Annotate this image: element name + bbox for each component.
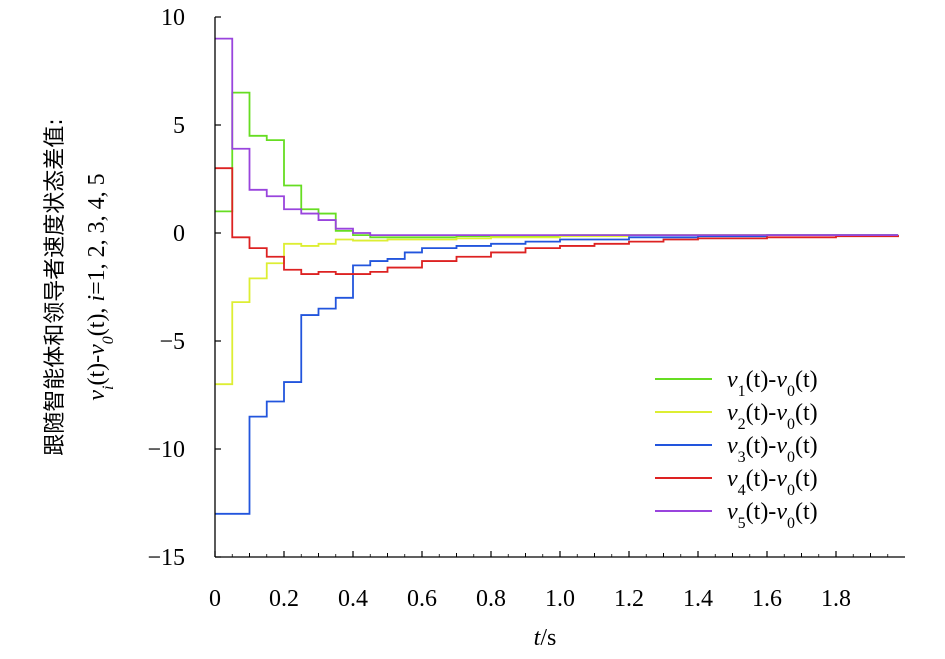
- legend-label-3-part-4: 0: [787, 449, 795, 466]
- legend-label-4-part-2: (t)-: [746, 466, 777, 492]
- x-tick-label: 0: [209, 586, 221, 612]
- legend-label-2-part-5: (t): [795, 400, 818, 426]
- legend: v1(t)-v0(t)v2(t)-v0(t)v3(t)-v0(t)v4(t)-v…: [655, 367, 818, 532]
- legend-label-3: v3(t)-v0(t): [727, 433, 818, 466]
- legend-label-3-part-3: v: [776, 433, 787, 459]
- y-axis-title-line1: 跟随智能体和领导者速度状态差值:: [43, 118, 68, 455]
- legend-label-2-part-0: v: [727, 400, 738, 426]
- x-tick-label: 0.2: [269, 586, 299, 612]
- x-tick-label: 1.8: [821, 586, 851, 612]
- legend-label-1-part-3: v: [776, 367, 787, 393]
- series-line-1: [215, 91, 899, 239]
- series-line-5: [215, 37, 899, 237]
- legend-label-1: v1(t)-v0(t): [727, 367, 818, 400]
- legend-label-1-part-2: (t)-: [746, 367, 777, 393]
- y-axis-title-part-2: (t)-: [84, 355, 110, 386]
- x-axis-title-var: t: [534, 625, 542, 651]
- x-tick-label: 1.6: [752, 586, 782, 612]
- series-line-2: [215, 234, 899, 386]
- legend-label-2-part-1: 2: [738, 416, 746, 433]
- y-axis-title-part-4: 0: [100, 336, 117, 344]
- legend-label-4-part-3: v: [776, 466, 787, 492]
- legend-label-4-part-5: (t): [795, 466, 818, 492]
- legend-label-3-part-0: v: [727, 433, 738, 459]
- legend-label-1-part-4: 0: [787, 383, 795, 400]
- y-tick-label: 5: [173, 113, 185, 139]
- x-ticks: 0 0.2 0.4 0.6 0.8 1.0 1.2 1.4 1.6 1.8: [209, 551, 889, 612]
- legend-label-5-part-2: (t)-: [746, 499, 777, 525]
- legend-label-4: v4(t)-v0(t): [727, 466, 818, 499]
- legend-label-4-part-1: 4: [738, 482, 746, 499]
- legend-label-3-part-5: (t): [795, 433, 818, 459]
- legend-label-1-part-1: 1: [738, 383, 746, 400]
- legend-label-5-part-3: v: [776, 499, 787, 525]
- legend-label-2-part-3: v: [776, 400, 787, 426]
- x-tick-label: 0.8: [476, 586, 506, 612]
- x-tick-label: 1.2: [614, 586, 644, 612]
- legend-label-5-part-5: (t): [795, 499, 818, 525]
- y-tick-label: −15: [147, 545, 185, 571]
- legend-label-1-part-0: v: [727, 367, 738, 393]
- y-tick-label: 0: [173, 221, 185, 247]
- x-tick-label: 0.6: [407, 586, 437, 612]
- legend-label-3-part-2: (t)-: [746, 433, 777, 459]
- x-tick-label: 1.4: [683, 586, 713, 612]
- y-axis-title-part-3: v: [84, 344, 110, 355]
- legend-label-5-part-0: v: [727, 499, 738, 525]
- legend-label-4-part-4: 0: [787, 482, 795, 499]
- legend-label-5: v5(t)-v0(t): [727, 499, 818, 532]
- legend-label-2-part-2: (t)-: [746, 400, 777, 426]
- x-tick-label: 0.4: [338, 586, 368, 612]
- legend-label-2: v2(t)-v0(t): [727, 400, 818, 433]
- y-axis-title-part-7: =1, 2, 3, 4, 5: [84, 173, 110, 295]
- y-axis-title-part-5: (t),: [84, 302, 110, 337]
- legend-label-3-part-1: 3: [738, 449, 746, 466]
- x-tick-label: 1.0: [545, 586, 575, 612]
- plot-lines: [215, 37, 899, 515]
- y-axis-title-part-6: i: [84, 295, 110, 302]
- y-axis-title-part-1: i: [100, 386, 117, 390]
- y-axis-title-part-0: v: [84, 390, 110, 401]
- y-ticks: 10 5 0 −5 −10 −15: [147, 5, 221, 571]
- y-tick-label: 10: [161, 5, 185, 31]
- series-line-3: [215, 234, 899, 515]
- y-axis-title-line2: vi(t)-v0(t), i=1, 2, 3, 4, 5: [84, 173, 117, 400]
- legend-label-5-part-1: 5: [738, 515, 746, 532]
- x-axis-title: t/s: [534, 625, 557, 651]
- legend-label-4-part-0: v: [727, 466, 738, 492]
- x-axis-title-unit: /s: [540, 625, 556, 651]
- legend-label-2-part-4: 0: [787, 416, 795, 433]
- series-line-4: [215, 167, 899, 275]
- y-tick-label: −5: [159, 329, 185, 355]
- legend-label-1-part-5: (t): [795, 367, 818, 393]
- legend-label-5-part-4: 0: [787, 515, 795, 532]
- y-tick-label: −10: [147, 437, 185, 463]
